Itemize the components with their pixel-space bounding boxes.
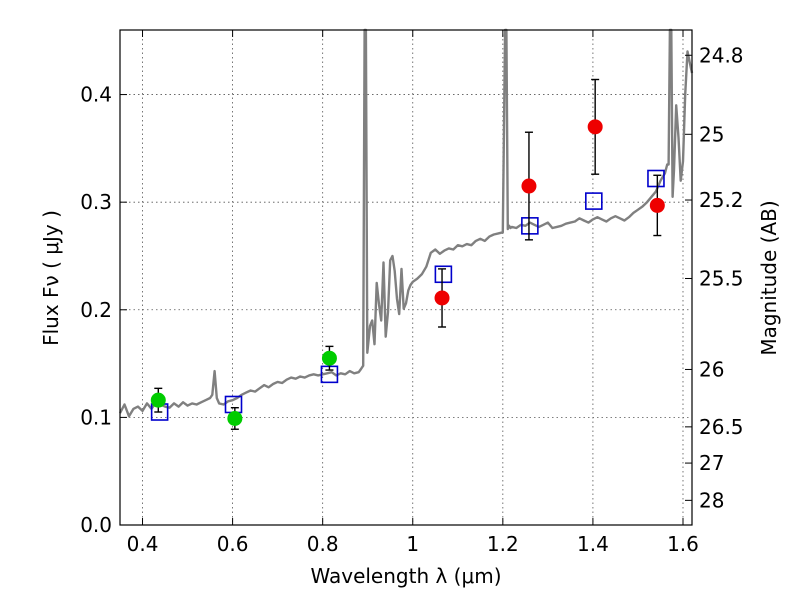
y-tick-label: 0.3: [80, 190, 112, 214]
right-tick-label: 28: [699, 488, 724, 512]
x-tick-label: 0.6: [217, 532, 249, 556]
plot-frame: [119, 29, 693, 526]
y-tick-label: 0.1: [80, 405, 112, 429]
model-square-marker: [521, 217, 539, 235]
right-tick-label: 25.5: [699, 266, 744, 290]
optical-data-point: [321, 350, 337, 366]
optical-layer: [150, 345, 337, 430]
x-tick-label: 0.8: [307, 532, 339, 556]
right-tick-label: 25.2: [699, 188, 744, 212]
spectrum-layer: [118, 28, 694, 418]
x-tick-label: 0.4: [127, 532, 159, 556]
tick-labels-layer: 0.4 0.6 0.8 1 1.2 1.4 1.6 0.0 0.1 0.2 0.3 0.4 24.8 25…: [80, 43, 743, 556]
right-tick-label: 25: [699, 122, 724, 146]
ticks-layer: [120, 30, 692, 526]
x-tick-label: 1.2: [487, 532, 519, 556]
x-tick-label: 1: [406, 532, 419, 556]
x-tick-label: 1.6: [667, 532, 699, 556]
y-tick-label: 0.2: [80, 298, 112, 322]
optical-data-point: [150, 392, 166, 408]
x-tick-label: 1.4: [577, 532, 609, 556]
nir-layer: [434, 78, 665, 328]
model-square-marker: [585, 192, 603, 210]
right-tick-label: 27: [699, 451, 724, 475]
right-tick-label: 26: [699, 357, 724, 381]
nir-data-point: [521, 178, 537, 194]
y-tick-label: 0.4: [80, 83, 112, 107]
right-axis-label: Magnitude (AB): [757, 200, 781, 355]
nir-data-point: [587, 119, 603, 135]
spectrum-line: [118, 28, 694, 418]
nir-data-point: [434, 290, 450, 306]
nir-data-point: [649, 197, 665, 213]
grid-lines: [120, 30, 692, 525]
optical-data-point: [227, 410, 243, 426]
x-axis-label: Wavelength λ (μm): [310, 564, 501, 588]
right-tick-label: 26.5: [699, 415, 744, 439]
right-tick-label: 24.8: [699, 43, 744, 67]
y-tick-label: 0.0: [80, 513, 112, 537]
model-square-marker: [434, 265, 453, 284]
model-square-marker: [647, 169, 665, 188]
y-axis-label: Flux Fν ( μJy ): [39, 210, 63, 346]
